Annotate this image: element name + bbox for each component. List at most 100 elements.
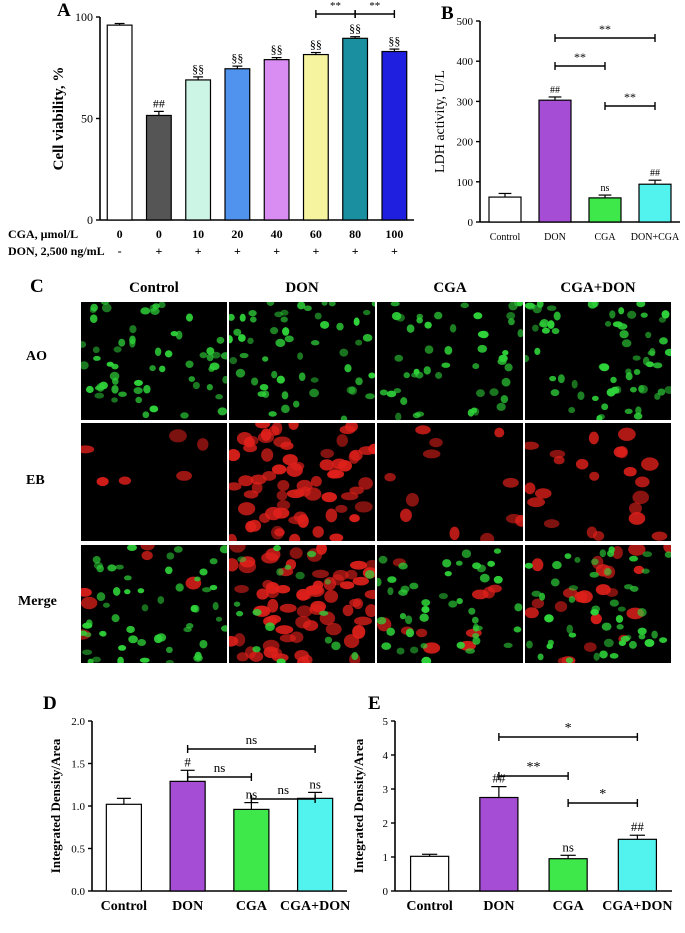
panel-letter-b: B (441, 3, 454, 24)
eb-nucleus (310, 600, 327, 613)
eb-nucleus (294, 649, 310, 661)
eb-nucleus (288, 423, 299, 430)
ao-nucleus (166, 552, 175, 560)
ao-nucleus (552, 561, 562, 570)
ao-nucleus (211, 351, 221, 359)
ao-nucleus (117, 656, 124, 663)
x-tick-label: DON (172, 899, 203, 914)
ao-nucleus (154, 347, 162, 357)
eb-nucleus (628, 502, 642, 515)
eb-nucleus (243, 490, 259, 499)
eb-nucleus (576, 590, 593, 604)
x-tick-label: Control (490, 232, 521, 243)
don-row-label: + (273, 244, 280, 258)
ao-nucleus (276, 375, 285, 384)
ao-nucleus (324, 579, 331, 585)
ao-nucleus (340, 415, 348, 420)
ao-nucleus (537, 653, 544, 661)
eb-nucleus (229, 558, 239, 572)
ao-nucleus (355, 377, 363, 386)
eb-nucleus (229, 482, 242, 491)
ao-nucleus (149, 405, 159, 413)
ao-nucleus (617, 606, 626, 612)
ao-nucleus (185, 313, 194, 322)
ao-nucleus (293, 400, 300, 408)
ao-nucleus (165, 646, 173, 654)
ao-nucleus (199, 352, 208, 359)
eb-nucleus (296, 605, 313, 618)
ao-nucleus (654, 393, 661, 400)
ao-nucleus (124, 575, 132, 581)
eb-nucleus (628, 512, 646, 525)
ao-nucleus (378, 555, 388, 564)
ao-nucleus (574, 557, 581, 563)
eb-nucleus (255, 423, 271, 429)
x-tick-label: DON+CGA (631, 232, 680, 243)
eb-nucleus (289, 533, 301, 541)
eb-nucleus (400, 508, 412, 522)
significance-label: # (184, 754, 191, 769)
ao-nucleus (609, 652, 619, 659)
x-tick-label: CGA (553, 899, 585, 914)
ao-nucleus (456, 597, 463, 605)
ao-nucleus (81, 630, 88, 636)
ao-nucleus (591, 395, 599, 401)
ao-nucleus (185, 360, 194, 368)
x-tick-label: Control (406, 899, 453, 914)
ao-nucleus (93, 562, 103, 570)
eb-nucleus (234, 584, 249, 594)
bar-1 (479, 796, 519, 892)
micrograph-merge-0 (81, 545, 227, 663)
ao-nucleus (471, 616, 479, 624)
ao-nucleus (468, 607, 476, 615)
eb-nucleus (616, 445, 629, 459)
ao-nucleus (645, 331, 652, 339)
eb-nucleus (623, 466, 637, 477)
ao-nucleus (127, 545, 137, 552)
ao-nucleus (252, 609, 262, 616)
ao-nucleus (618, 307, 625, 315)
eb-nucleus (332, 569, 349, 581)
ao-nucleus (477, 344, 488, 353)
x-tick-label: CGA (236, 899, 268, 914)
ao-nucleus (239, 352, 249, 359)
ao-nucleus (503, 642, 513, 649)
ao-nucleus (310, 340, 320, 346)
eb-nucleus (81, 445, 95, 454)
don-row-label: + (391, 244, 398, 258)
ao-nucleus (624, 408, 633, 414)
y-tick-label: 4 (383, 750, 389, 762)
bar-2 (233, 808, 270, 892)
eb-nucleus (525, 441, 540, 450)
eb-nucleus (471, 589, 489, 600)
ao-nucleus (271, 370, 278, 379)
ao-nucleus (647, 350, 656, 356)
ao-nucleus (275, 338, 286, 348)
eb-nucleus (632, 490, 650, 505)
ao-nucleus (568, 596, 576, 603)
panel-letter-a: A (57, 0, 71, 21)
ao-nucleus (419, 613, 429, 622)
micro-col-don: DON (285, 280, 319, 296)
ao-nucleus (664, 386, 671, 394)
ao-nucleus (282, 327, 290, 336)
ao-nucleus (284, 564, 292, 570)
don-row-label: + (155, 244, 162, 258)
ao-nucleus (441, 362, 451, 368)
ao-nucleus (449, 324, 457, 333)
significance-label: ns (601, 183, 610, 194)
eb-nucleus (651, 531, 668, 541)
ao-nucleus (532, 324, 539, 332)
ao-nucleus (257, 391, 267, 397)
ao-nucleus (265, 622, 275, 631)
eb-nucleus (267, 614, 282, 624)
ao-nucleus (406, 324, 415, 333)
eb-nucleus (358, 477, 373, 490)
ao-nucleus (664, 348, 671, 357)
ao-nucleus (641, 568, 650, 574)
ao-nucleus (434, 311, 443, 320)
ao-nucleus (268, 411, 277, 417)
ao-nucleus (135, 396, 143, 404)
eb-nucleus (331, 458, 347, 469)
ao-nucleus (239, 313, 246, 322)
